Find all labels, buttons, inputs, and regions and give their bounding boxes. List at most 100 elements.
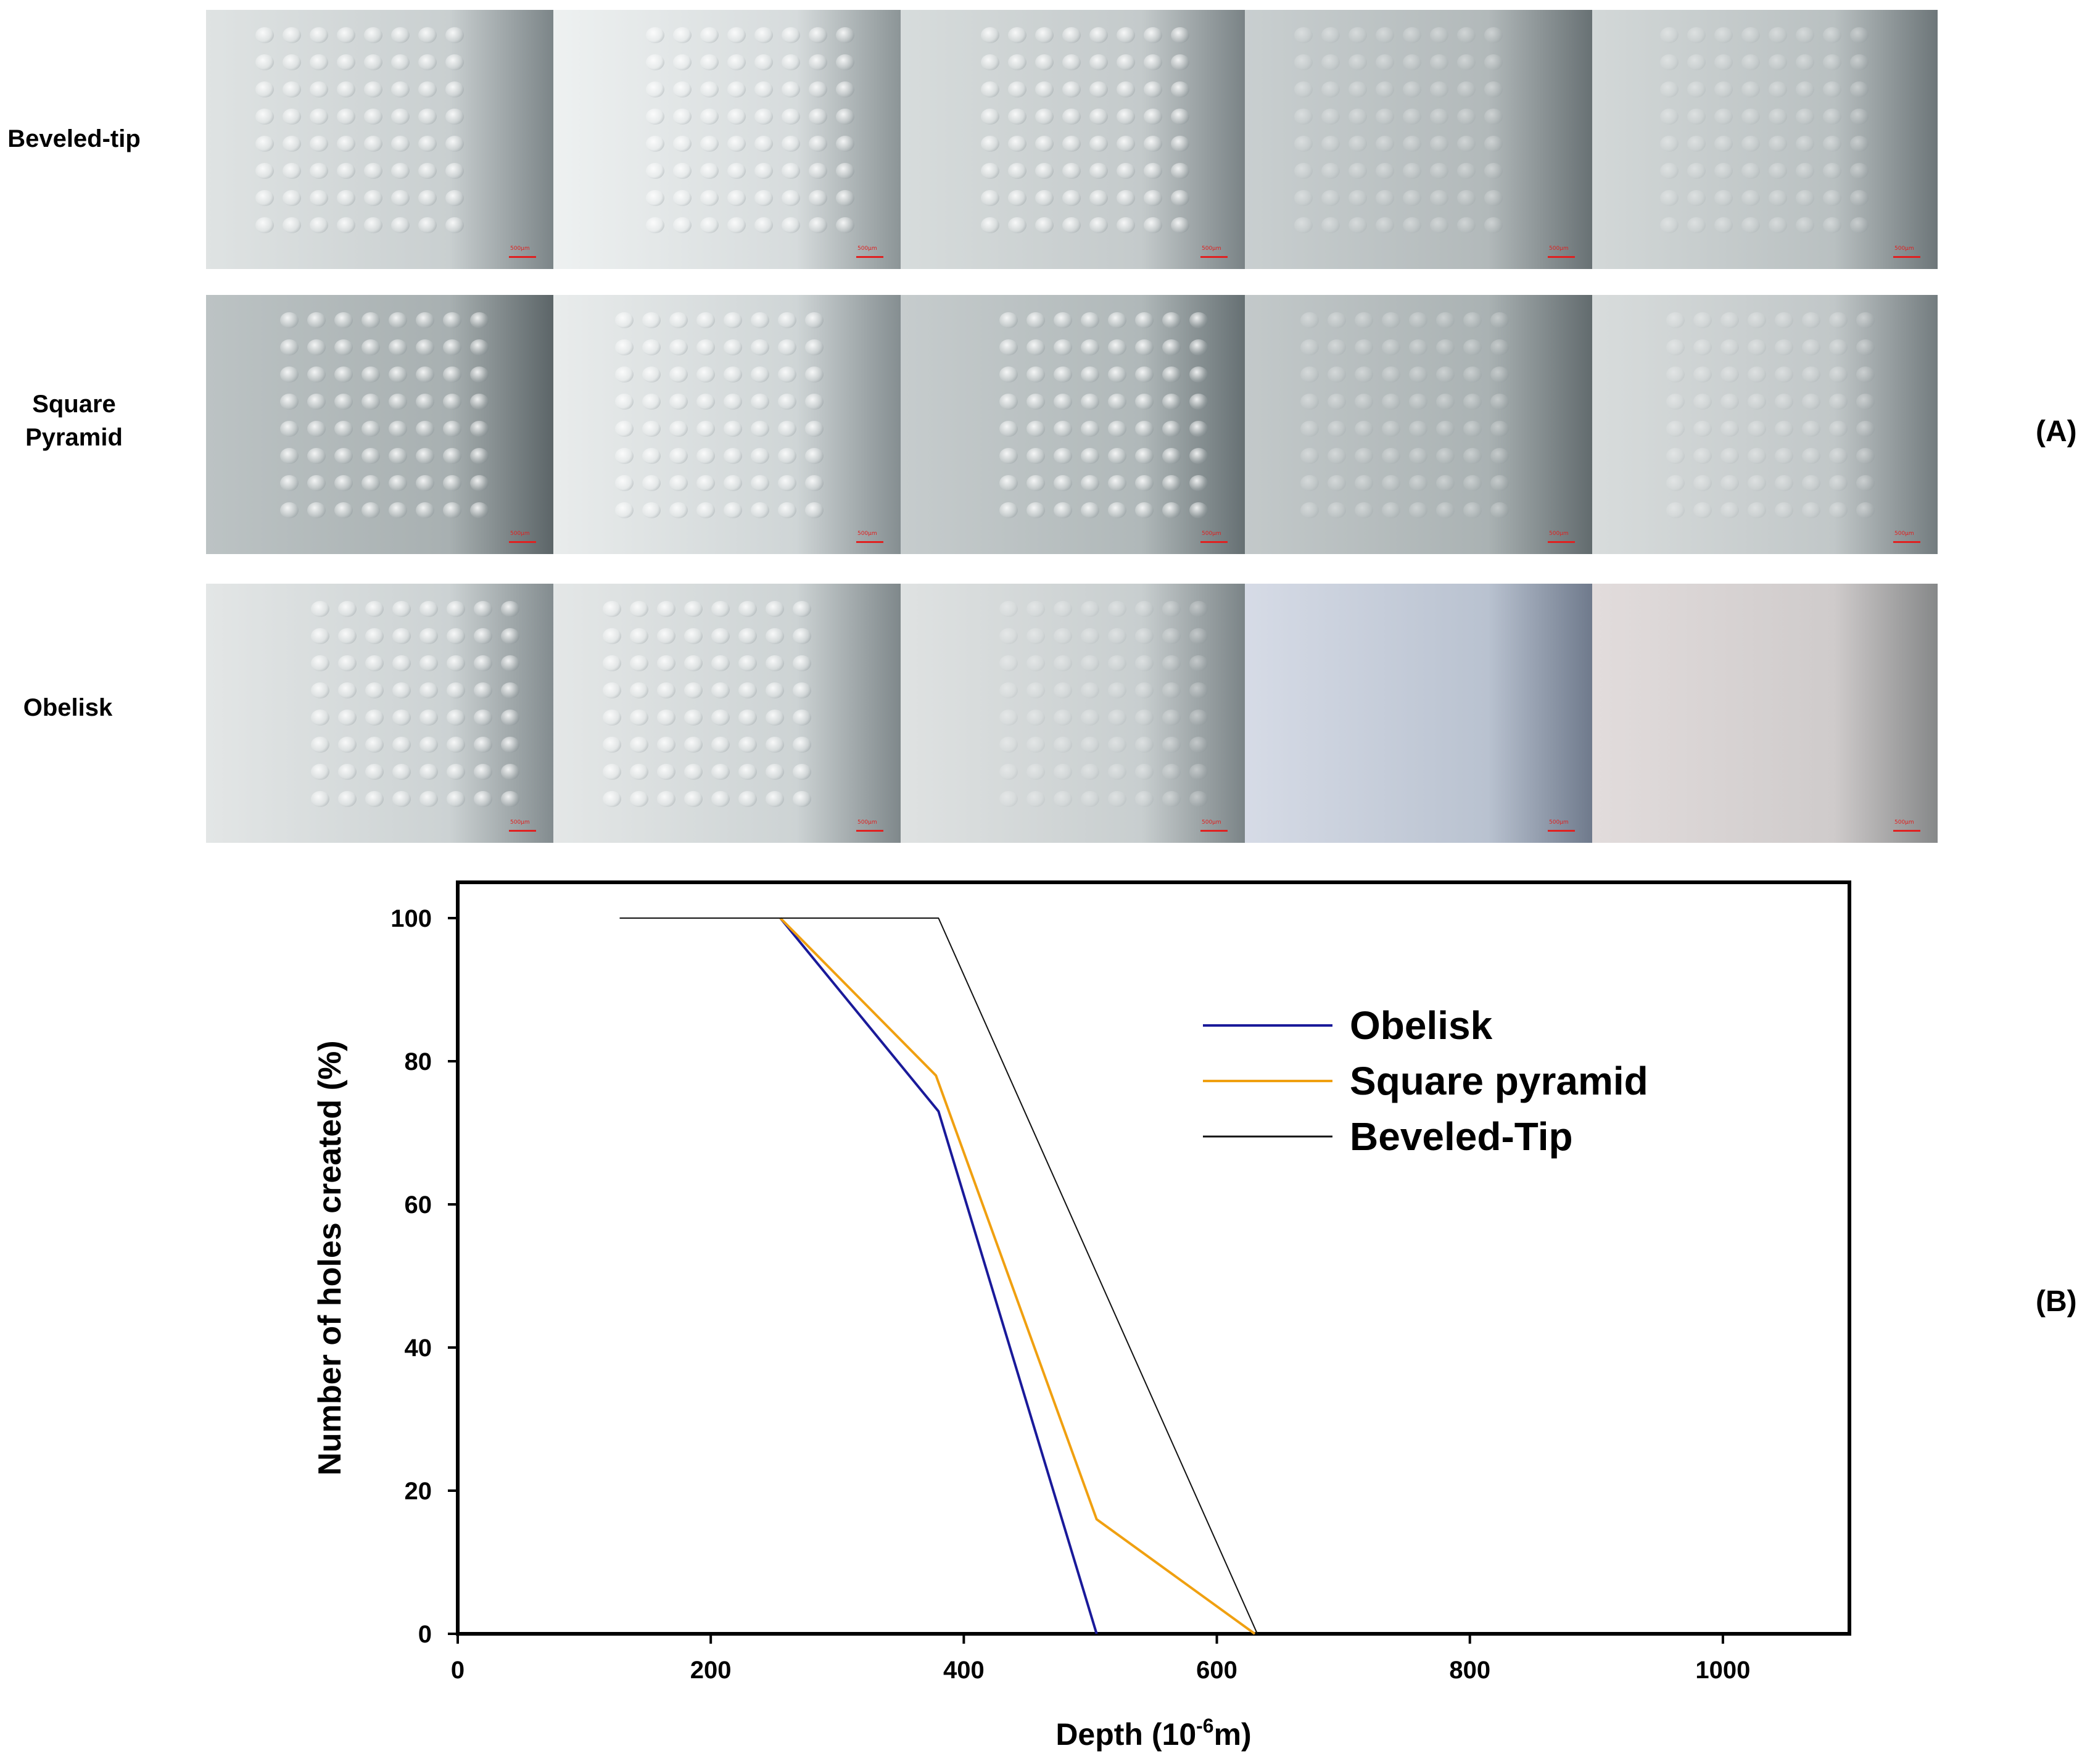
scale-bar-label: 500μm bbox=[510, 819, 530, 826]
hole-mark bbox=[778, 394, 796, 410]
hole-mark bbox=[1463, 339, 1482, 355]
hole-mark bbox=[1490, 502, 1509, 518]
hole-mark bbox=[1802, 312, 1820, 328]
hole-mark bbox=[999, 339, 1018, 355]
plot-frame bbox=[456, 880, 1851, 1636]
hole-mark bbox=[501, 737, 519, 753]
hole-mark bbox=[1720, 366, 1739, 383]
hole-mark bbox=[700, 190, 719, 206]
hole-mark bbox=[1850, 27, 1869, 43]
hole-mark bbox=[1660, 81, 1679, 97]
hole-mark bbox=[1321, 81, 1340, 97]
hole-mark bbox=[836, 136, 854, 152]
hole-mark bbox=[416, 421, 434, 437]
hole-mark bbox=[724, 421, 742, 437]
hole-mark bbox=[1687, 136, 1706, 152]
hole-mark bbox=[836, 27, 854, 43]
hole-mark bbox=[1054, 655, 1072, 671]
micrograph-tile: 500μm bbox=[206, 10, 553, 269]
hole-mark bbox=[445, 109, 464, 125]
hole-mark bbox=[1796, 217, 1814, 233]
hole-mark bbox=[307, 339, 326, 355]
hole-mark bbox=[391, 81, 410, 97]
hole-mark bbox=[1802, 475, 1820, 491]
hole-mark bbox=[1054, 312, 1072, 328]
hole-mark bbox=[419, 737, 438, 753]
hole-mark bbox=[727, 81, 746, 97]
hole-mark bbox=[642, 394, 661, 410]
hole-mark bbox=[711, 655, 730, 671]
series-line-square-pyramid bbox=[779, 917, 1256, 1635]
hole-mark bbox=[1026, 502, 1045, 518]
hole-mark bbox=[338, 628, 357, 644]
hole-mark bbox=[280, 366, 299, 383]
hole-mark bbox=[793, 628, 811, 644]
panel-letter-b: (B) bbox=[2036, 1285, 2077, 1318]
scale-bar: 500μm bbox=[856, 531, 883, 543]
hole-mark bbox=[1054, 448, 1072, 464]
hole-mark bbox=[470, 312, 489, 328]
hole-mark bbox=[1403, 81, 1421, 97]
hole-mark bbox=[673, 27, 692, 43]
hole-mark bbox=[443, 421, 461, 437]
hole-mark bbox=[1457, 81, 1476, 97]
hole-mark bbox=[1355, 366, 1373, 383]
hole-mark bbox=[255, 109, 274, 125]
hole-mark bbox=[1144, 27, 1162, 43]
hole-mark bbox=[1108, 475, 1126, 491]
hole-mark bbox=[1769, 163, 1787, 179]
hole-mark bbox=[1117, 81, 1135, 97]
hole-mark bbox=[443, 502, 461, 518]
hole-mark bbox=[280, 394, 299, 410]
hole-mark bbox=[1409, 421, 1427, 437]
hole-mark bbox=[361, 394, 380, 410]
hole-mark bbox=[603, 710, 621, 726]
hole-mark bbox=[337, 190, 355, 206]
hole-mark bbox=[1328, 312, 1346, 328]
hole-mark bbox=[657, 601, 675, 617]
hole-mark bbox=[724, 475, 742, 491]
hole-mark bbox=[338, 682, 357, 698]
hole-mark bbox=[1135, 628, 1154, 644]
hole-mark bbox=[1349, 163, 1367, 179]
hole-mark bbox=[1714, 136, 1733, 152]
hole-mark bbox=[642, 475, 661, 491]
hole-mark bbox=[1035, 190, 1054, 206]
hole-mark bbox=[1294, 190, 1313, 206]
hole-mark bbox=[1089, 163, 1108, 179]
hole-mark bbox=[630, 710, 648, 726]
hole-mark bbox=[310, 27, 328, 43]
hole-mark bbox=[1162, 475, 1181, 491]
hole-mark bbox=[1463, 312, 1482, 328]
hole-mark bbox=[1108, 791, 1126, 807]
hole-mark bbox=[1769, 109, 1787, 125]
hole-mark bbox=[836, 109, 854, 125]
hole-mark bbox=[1741, 190, 1760, 206]
hole-mark bbox=[392, 601, 411, 617]
hole-mark bbox=[1135, 655, 1154, 671]
hole-mark bbox=[311, 737, 329, 753]
hole-mark bbox=[782, 81, 800, 97]
hole-mark bbox=[1382, 312, 1400, 328]
hole-mark bbox=[1026, 601, 1045, 617]
hole-mark bbox=[283, 109, 301, 125]
hole-mark bbox=[307, 502, 326, 518]
series-line-beveled-tip bbox=[619, 917, 1258, 1634]
hole-mark bbox=[364, 109, 382, 125]
hole-mark bbox=[1714, 81, 1733, 97]
hole-mark bbox=[1457, 27, 1476, 43]
hole-mark bbox=[1062, 54, 1081, 70]
hole-mark bbox=[1748, 394, 1766, 410]
hole-mark bbox=[646, 81, 664, 97]
hole-mark bbox=[1856, 421, 1875, 437]
hole-mark bbox=[1162, 394, 1181, 410]
hole-mark bbox=[1162, 628, 1181, 644]
hole-mark bbox=[1108, 764, 1126, 780]
hole-mark bbox=[1355, 502, 1373, 518]
hole-mark bbox=[391, 163, 410, 179]
hole-mark bbox=[696, 475, 715, 491]
hole-mark bbox=[1300, 448, 1319, 464]
hole-mark bbox=[615, 366, 634, 383]
hole-mark bbox=[1117, 109, 1135, 125]
hole-mark bbox=[1436, 394, 1455, 410]
